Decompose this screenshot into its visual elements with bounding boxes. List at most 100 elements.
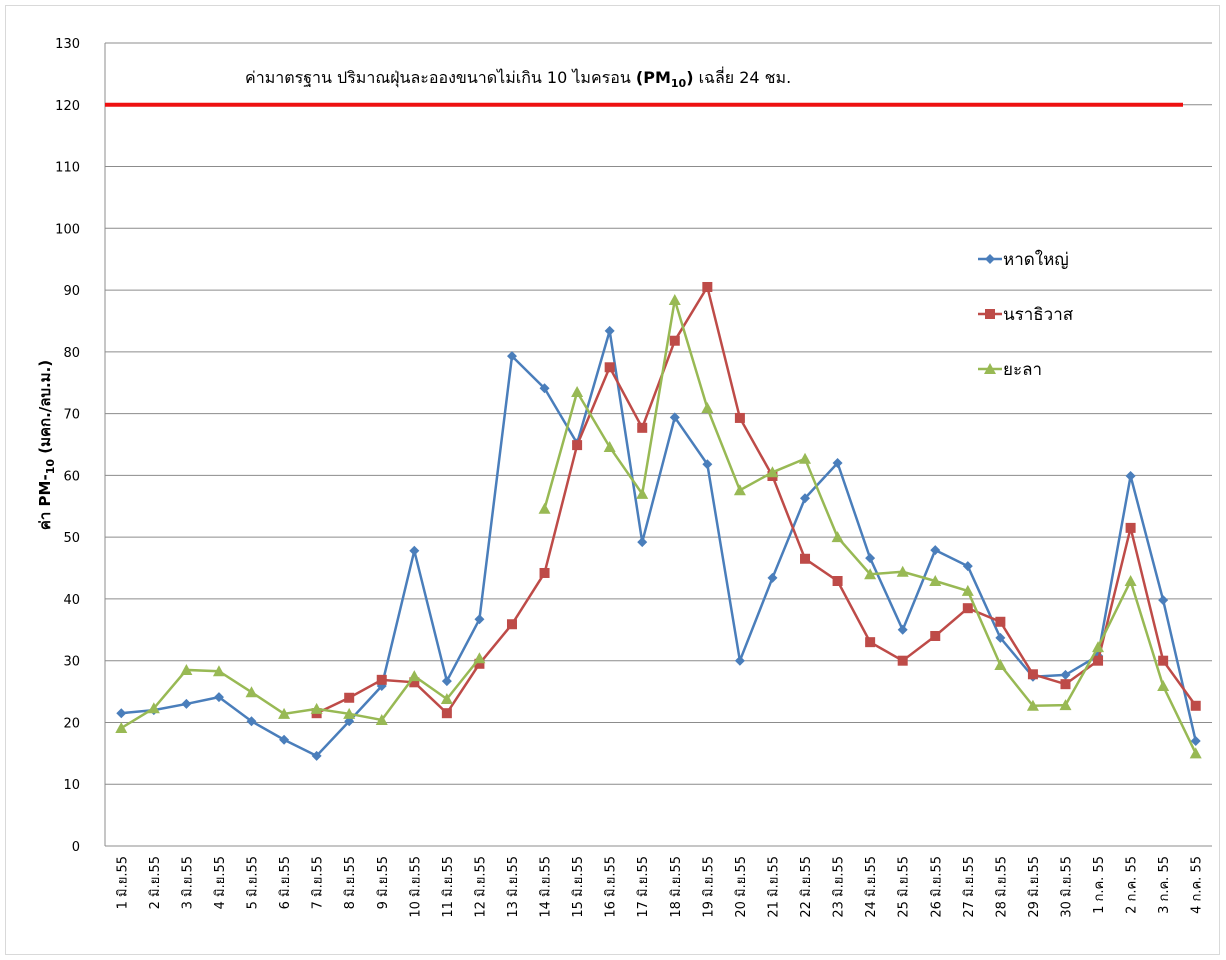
data-point: [637, 537, 648, 548]
data-point: [604, 325, 615, 336]
annotation-text: เฉลี่ย 24 ชม.: [694, 66, 792, 87]
data-point: [1125, 522, 1136, 533]
y-tick-label: 40: [63, 593, 80, 608]
series-line: [121, 330, 1197, 758]
x-tick-label: 23 มิ.ย.55: [832, 856, 847, 918]
data-point: [115, 722, 128, 734]
x-tick-label: 4 มิ.ย.55: [213, 856, 228, 909]
x-tick-label: 14 มิ.ย.55: [539, 856, 554, 918]
x-tick-label: 21 มิ.ย.55: [766, 856, 781, 918]
data-point: [343, 707, 356, 719]
data-point: [1158, 655, 1169, 666]
data-point: [1093, 655, 1104, 666]
data-point: [409, 545, 420, 556]
data-point: [734, 655, 745, 666]
data-point: [669, 335, 680, 346]
y-tick-label: 70: [63, 408, 80, 423]
x-tick-label: 29 มิ.ย.55: [1027, 856, 1042, 918]
x-tick-label: 2 ก.ค. 55: [1125, 856, 1140, 914]
data-point: [604, 362, 615, 373]
data-point: [864, 568, 877, 580]
y-tick-label: 110: [55, 161, 80, 176]
x-tick-label: 24 มิ.ย.55: [864, 856, 879, 918]
x-tick-label: 16 มิ.ย.55: [604, 856, 619, 918]
data-point: [1190, 700, 1201, 711]
legend-label: นราธิวาส: [1003, 305, 1074, 325]
x-tick-label: 12 มิ.ย.55: [473, 856, 488, 918]
legend-label: หาดใหญ่: [1003, 249, 1069, 270]
y-axis-label-text: ค่า PM-: [36, 474, 54, 530]
data-point: [441, 708, 452, 719]
x-tick-label: 22 มิ.ย.55: [799, 856, 814, 918]
data-point: [669, 412, 680, 423]
data-point: [994, 659, 1007, 671]
x-tick-label: 4 ก.ค. 55: [1190, 856, 1205, 914]
data-point: [995, 616, 1006, 627]
data-point: [1124, 575, 1137, 587]
data-point: [799, 452, 812, 464]
data-point: [376, 674, 387, 685]
data-point: [995, 632, 1006, 643]
data-point: [212, 665, 225, 677]
data-point: [408, 670, 421, 682]
annotation-text: (PM: [636, 68, 671, 87]
x-tick-label: 28 มิ.ย.55: [994, 856, 1009, 918]
data-point: [147, 702, 160, 714]
data-point: [800, 553, 811, 564]
x-tick-label: 2 มิ.ย.55: [148, 856, 163, 909]
data-point: [213, 692, 224, 703]
data-point: [897, 655, 908, 666]
data-point: [409, 677, 420, 688]
x-tick-label: 15 มิ.ย.55: [571, 856, 586, 918]
data-point: [310, 702, 323, 714]
data-point: [702, 459, 713, 470]
data-point: [474, 658, 485, 669]
y-tick-label: 20: [63, 716, 80, 731]
x-tick-label: 3 ก.ค. 55: [1157, 856, 1172, 914]
data-point: [278, 707, 291, 719]
y-tick-label: 30: [63, 655, 80, 670]
x-tick-label: 3 มิ.ย.55: [180, 856, 195, 909]
y-axis-label: ค่า PM-10 (มคก./ลบ.ม.): [36, 360, 57, 530]
data-point: [1027, 669, 1038, 680]
x-tick-label: 19 มิ.ย.55: [701, 856, 716, 918]
x-tick-label: 6 มิ.ย.55: [278, 856, 293, 909]
data-point: [734, 412, 745, 423]
data-point: [897, 624, 908, 635]
data-point: [832, 458, 843, 469]
annotation: ค่ามาตรฐาน ปริมาณฝุ่นละอองขนาดไม่เกิน 10…: [245, 66, 791, 90]
annotation-text: ค่ามาตรฐาน ปริมาณฝุ่นละอองขนาดไม่เกิน 10…: [245, 68, 636, 88]
data-point: [473, 652, 486, 664]
x-tick-label: 27 มิ.ย.55: [962, 856, 977, 918]
data-point: [930, 545, 941, 556]
data-point: [637, 422, 648, 433]
series-line: [316, 283, 1197, 716]
data-point: [246, 716, 257, 727]
data-point: [702, 281, 713, 292]
y-tick-label: 120: [55, 99, 80, 114]
data-point: [961, 584, 974, 596]
data-point: [441, 676, 452, 687]
data-point: [636, 487, 649, 499]
y-tick-label: 80: [63, 346, 80, 361]
y-axis-label-text: (มคก./ลบ.ม.): [36, 360, 54, 459]
x-tick-label: 30 มิ.ย.55: [1059, 856, 1074, 918]
data-point: [1026, 699, 1039, 711]
x-tick-label: 7 มิ.ย.55: [311, 856, 326, 909]
y-tick-label: 130: [55, 37, 80, 52]
data-point: [440, 692, 453, 704]
data-point: [571, 385, 584, 397]
x-tick-label: 13 มิ.ย.55: [506, 856, 521, 918]
chart-frame: [5, 5, 1220, 955]
data-point: [474, 614, 485, 625]
data-point: [181, 698, 192, 709]
data-point: [1060, 679, 1071, 690]
data-point: [930, 630, 941, 641]
data-point: [701, 402, 714, 414]
data-point: [1157, 680, 1170, 692]
data-point: [1092, 641, 1105, 653]
data-point: [1125, 471, 1136, 482]
legend-label: ยะลา: [1003, 360, 1042, 380]
data-point: [538, 502, 551, 514]
data-point: [668, 293, 681, 305]
